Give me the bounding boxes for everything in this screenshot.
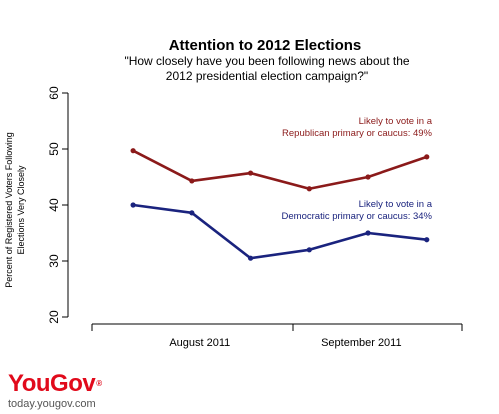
series-point (130, 202, 136, 208)
y-tick-label: 30 (47, 254, 61, 268)
chart-subtitle-line-1: "How closely have you been following new… (124, 54, 409, 68)
series-point (247, 170, 254, 176)
series-line (131, 149, 429, 191)
series-point (424, 154, 430, 160)
y-tick-label: 60 (47, 86, 61, 100)
series-label: Republican primary or caucus: 49% (282, 128, 433, 139)
y-tick-label: 50 (47, 142, 61, 156)
yougov-logo: YouGov® (8, 372, 102, 396)
logo-registered-mark: ® (96, 379, 102, 388)
chart-subtitle-line-2: 2012 presidential election campaign?" (166, 69, 368, 83)
series-point (365, 174, 371, 180)
series-layer (130, 148, 430, 261)
series-point (306, 186, 312, 192)
x-tick-label: September 2011 (321, 337, 402, 349)
series-point (247, 255, 254, 261)
y-tick-label: 40 (47, 198, 61, 212)
series-line (131, 203, 429, 260)
series-label: Democratic primary or caucus: 34% (282, 211, 433, 222)
y-axis-label-line-1: Percent of Registered Voters Following (4, 132, 14, 288)
chart-title: Attention to 2012 Elections (169, 37, 362, 54)
series-point (189, 210, 195, 216)
x-axis: August 2011 September 2011 (91, 323, 463, 349)
y-axis-label-line-2: Elections Very Closely (16, 165, 26, 255)
line-chart: Attention to 2012 Elections "How closely… (4, 37, 463, 349)
logo-gov: Gov (50, 370, 96, 397)
series-point (306, 247, 312, 253)
logo-you: You (8, 370, 51, 397)
series-point (189, 178, 195, 184)
series-point (424, 237, 430, 243)
series-label: Likely to vote in a (359, 199, 433, 210)
x-tick-label: August 2011 (169, 337, 230, 349)
series-label: Likely to vote in a (359, 116, 433, 127)
series-point (130, 148, 136, 154)
y-tick-label: 20 (47, 310, 61, 324)
series-point (365, 230, 371, 236)
y-axis: 20 30 40 50 60 (47, 86, 69, 324)
yougov-url: today.yougov.com (8, 398, 96, 410)
